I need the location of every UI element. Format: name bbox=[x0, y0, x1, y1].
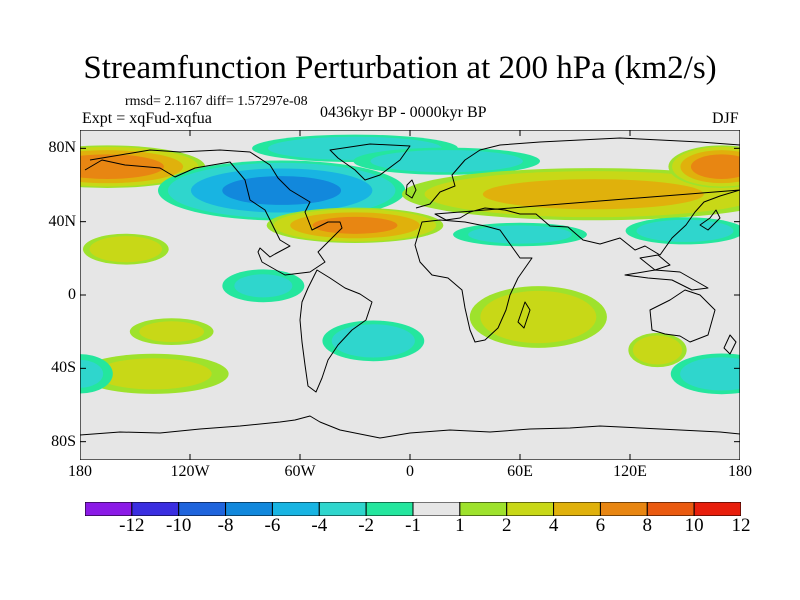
colorbar-box bbox=[131, 502, 180, 516]
colorbar-label: -1 bbox=[405, 515, 421, 536]
colorbar-box bbox=[459, 502, 508, 516]
colorbar-label: 1 bbox=[455, 515, 465, 536]
map-title: Streamfunction Perturbation at 200 hPa (… bbox=[83, 50, 717, 86]
coastline-new-zealand bbox=[723, 334, 737, 355]
coastline-japan bbox=[699, 209, 721, 231]
contour-southern-pacific-high bbox=[94, 358, 212, 390]
colorbar-label: 4 bbox=[548, 515, 559, 536]
x-tick-label: 0 bbox=[406, 463, 414, 480]
colorbar bbox=[85, 502, 741, 516]
x-tick-label: 180 bbox=[68, 463, 92, 480]
contour-east-siberia-ridge bbox=[690, 154, 740, 179]
colorbar-box bbox=[178, 502, 227, 516]
y-tick-label: 0 bbox=[68, 286, 76, 303]
coastline-madagascar bbox=[517, 301, 531, 329]
y-tick-label: 40N bbox=[48, 212, 76, 230]
y-tick-label: 80S bbox=[51, 432, 76, 450]
coastline-australia bbox=[649, 289, 716, 343]
period-label: 0436kyr BP - 0000kyr BP bbox=[320, 104, 487, 121]
coastline-africa bbox=[414, 219, 533, 343]
colorbar-box bbox=[271, 502, 320, 516]
colorbar-box bbox=[85, 502, 133, 516]
contour-asia-trough bbox=[468, 225, 572, 244]
coastline-north-america bbox=[84, 149, 343, 276]
colorbar-box bbox=[318, 502, 367, 516]
season-label: DJF bbox=[712, 110, 739, 127]
colorbar-label: -12 bbox=[119, 515, 145, 536]
colorbar-label: -2 bbox=[358, 515, 375, 536]
contour-eurasia-trough bbox=[370, 150, 523, 173]
x-tick-label: 120W bbox=[170, 463, 210, 480]
contour-south-atlantic-low bbox=[331, 324, 415, 358]
colorbar-box bbox=[646, 502, 695, 516]
contour-southern-ocean-low-west bbox=[80, 359, 104, 388]
colorbar-label: 8 bbox=[642, 515, 653, 536]
x-tick-label: 120E bbox=[613, 463, 647, 480]
experiment-label: Expt = xqFud-xqfua bbox=[82, 110, 212, 127]
contour-west-pacific-trough bbox=[636, 219, 734, 242]
x-tick-label: 60E bbox=[507, 463, 533, 480]
contour-atlantic-ridge bbox=[312, 216, 398, 234]
colorbar-box bbox=[225, 502, 273, 516]
colorbar-box bbox=[412, 502, 461, 516]
colorbar-box bbox=[599, 502, 648, 516]
colorbar-label: -4 bbox=[311, 515, 328, 536]
coastline-antarctica bbox=[80, 415, 740, 439]
colorbar-label: -10 bbox=[166, 515, 192, 536]
contour-asia-pacific-ridge bbox=[482, 179, 704, 210]
colorbar-box bbox=[693, 502, 741, 516]
y-tick-label: 80N bbox=[48, 139, 76, 157]
coastline-british-isles bbox=[405, 179, 417, 199]
contour-caribbean-low bbox=[234, 274, 293, 298]
colorbar-label: 2 bbox=[501, 515, 512, 536]
colorbar-box bbox=[365, 502, 414, 516]
coastline-greenland bbox=[329, 143, 411, 181]
stats-label: rmsd= 2.1167 diff= 1.57297e-08 bbox=[125, 94, 308, 109]
colorbar-label: 10 bbox=[684, 515, 704, 536]
x-tick-label: 60W bbox=[284, 463, 316, 480]
streamfunction-map bbox=[80, 130, 740, 460]
colorbar-box bbox=[506, 502, 555, 516]
axis-ticks bbox=[80, 130, 740, 460]
colorbar-label: 6 bbox=[595, 515, 606, 536]
coastline-southeast-asia bbox=[624, 254, 709, 291]
contour-north-america-trough bbox=[222, 176, 342, 205]
colorbar-label: 12 bbox=[731, 515, 751, 536]
colorbar-label: -6 bbox=[264, 515, 281, 536]
contour-southern-ocean-low bbox=[680, 357, 740, 391]
coastline-eurasia bbox=[415, 137, 740, 256]
y-tick-label: 40S bbox=[51, 359, 76, 377]
contour-east-pacific-high bbox=[89, 236, 163, 263]
coastlines bbox=[80, 137, 740, 439]
coastline-south-america bbox=[299, 269, 373, 393]
contour-australia-high bbox=[632, 335, 683, 365]
colorbar-box bbox=[553, 502, 601, 516]
x-tick-label: 180 bbox=[728, 463, 752, 480]
colorbar-label: -8 bbox=[217, 515, 234, 536]
contour-indian-ocean-high bbox=[480, 290, 597, 344]
contour-south-pacific-high bbox=[139, 321, 205, 343]
